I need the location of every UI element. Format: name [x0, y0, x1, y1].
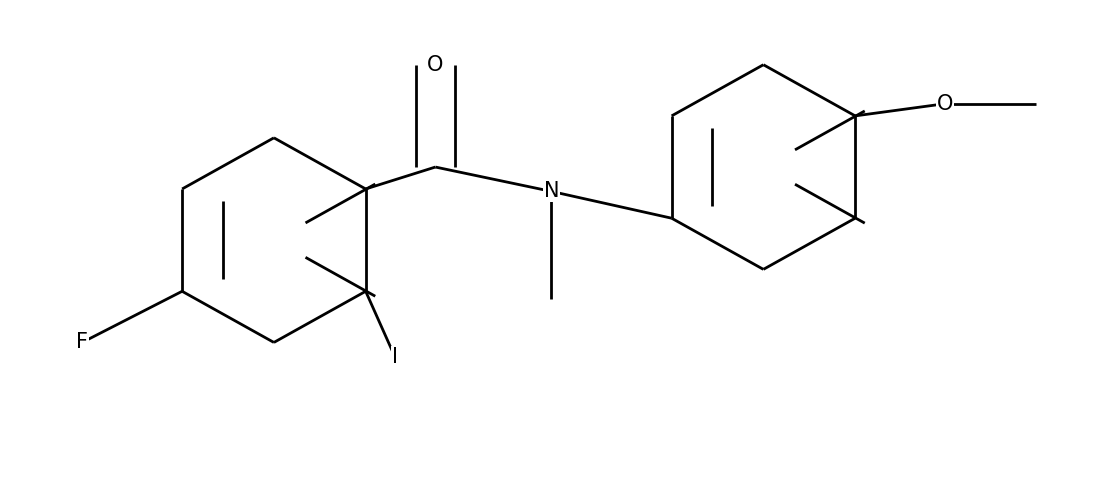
Text: O: O [427, 55, 444, 75]
Text: O: O [937, 94, 953, 114]
Text: I: I [392, 347, 398, 367]
Text: F: F [76, 332, 88, 352]
Text: N: N [544, 181, 559, 201]
